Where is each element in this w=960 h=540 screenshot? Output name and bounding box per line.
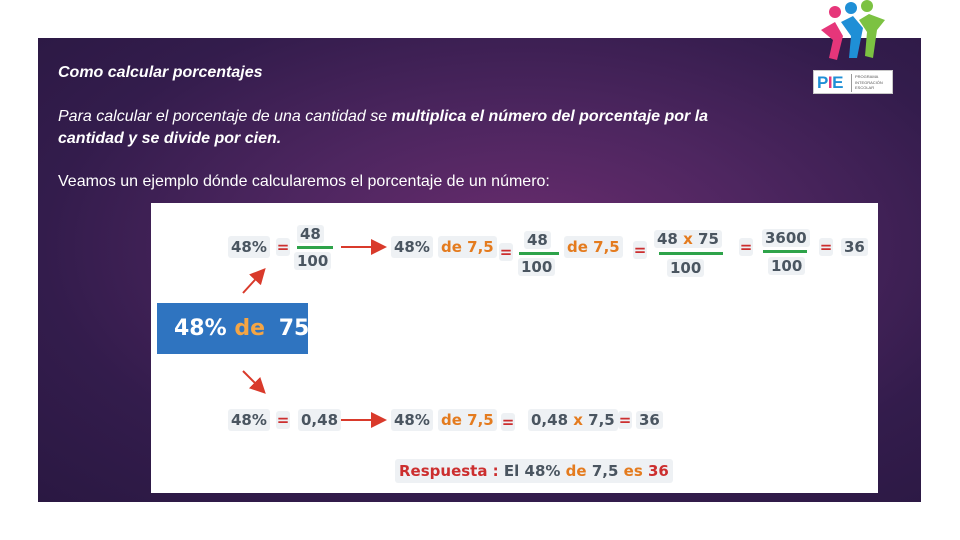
equals-sign: = (501, 413, 515, 431)
equals-sign: = (618, 411, 632, 429)
example-intro: Veamos un ejemplo dónde calcularemos el … (58, 173, 550, 190)
frac1-denominator: 100 (294, 252, 332, 270)
frac4-denominator: 100 (768, 257, 806, 275)
logo-subtitle: PROGRAMA INTEGRACIÓN ESCOLAR (855, 74, 883, 90)
fraction-bar (519, 252, 559, 255)
explanation-paragraph: Para calcular el porcentaje de una canti… (58, 106, 778, 150)
bottom-result: 36 (636, 411, 663, 429)
bottom-percent-b: 48% (391, 409, 433, 431)
top-percent: 48% (228, 236, 270, 258)
arrows-layer (242, 239, 387, 428)
example-panel: 48% = 48 100 48% de 7,5 = 48 100 de 7,5 … (151, 203, 878, 493)
equals-sign: = (499, 243, 513, 261)
bottom-de-value: de 7,5 (438, 409, 497, 431)
equals-sign: = (633, 241, 647, 259)
arrow-down-icon (242, 370, 266, 394)
bottom-decimal: 0,48 (298, 409, 342, 431)
slide-title: Como calcular porcentajes (58, 64, 263, 81)
equals-sign: = (276, 411, 290, 429)
people-logo-icon (821, 0, 885, 60)
frac2-numerator: 48 (524, 231, 551, 249)
top-de-value: de 7,5 (438, 236, 497, 258)
frac4-numerator: 3600 (762, 229, 810, 247)
explanation-part-1: Para calcular el porcentaje de una canti… (58, 108, 392, 125)
logo-divider (851, 74, 852, 92)
top-de-value-2: de 7,5 (564, 236, 623, 258)
arrow-up-icon (242, 268, 266, 294)
frac3-denominator: 100 (667, 259, 705, 277)
explanation-part-2: multiplica el número del porcentaje por … (58, 108, 709, 147)
frac3-numerator: 48 x 75 (654, 230, 722, 248)
bottom-calculation: 0,48 x 7,5 (528, 409, 618, 431)
problem-box: 48% de 75 (157, 303, 309, 354)
fraction-bar (297, 246, 333, 249)
bottom-percent: 48% (228, 409, 270, 431)
equals-sign: = (739, 238, 753, 256)
fraction-bar (763, 250, 807, 253)
fraction-bar (659, 252, 723, 255)
equals-sign: = (819, 238, 833, 256)
logo-wordmark: PIE (817, 73, 843, 92)
logo-badge: PIE PROGRAMA INTEGRACIÓN ESCOLAR (813, 70, 893, 94)
pie-logo: PIE PROGRAMA INTEGRACIÓN ESCOLAR (807, 0, 893, 96)
answer-line: Respuesta : El 48% de 7,5 es 36 (395, 459, 673, 483)
frac2-denominator: 100 (518, 258, 556, 276)
top-result: 36 (841, 238, 868, 256)
frac1-numerator: 48 (297, 225, 324, 243)
top-percent-b: 48% (391, 236, 433, 258)
equals-sign: = (276, 238, 290, 256)
